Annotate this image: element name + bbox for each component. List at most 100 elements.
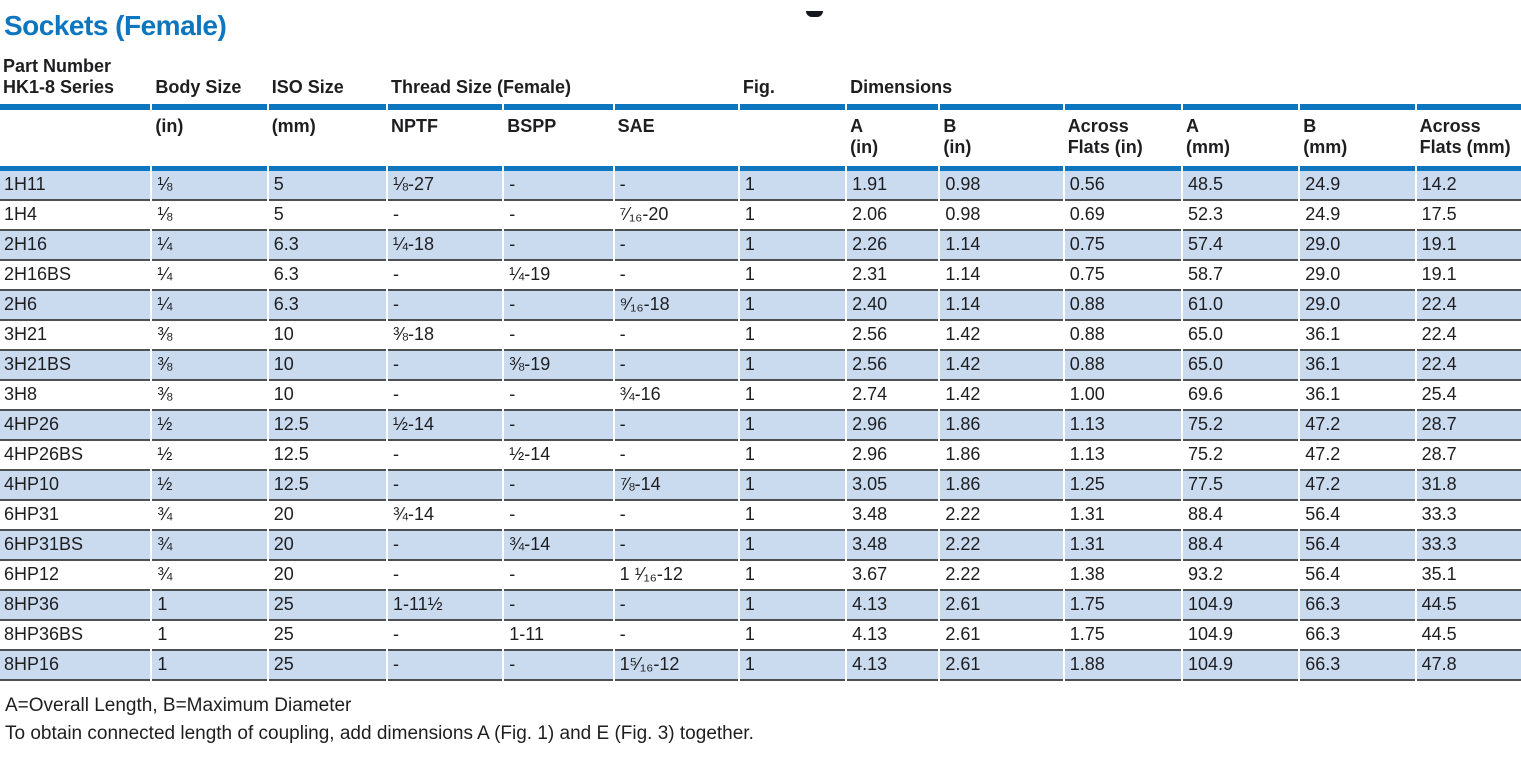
data-cell: 1-11 (504, 621, 613, 651)
data-cell: 56.4 (1300, 501, 1415, 531)
part-number-cell: 3H21BS (0, 351, 151, 381)
data-cell: 1 (739, 201, 846, 231)
data-cell: 3.48 (847, 501, 939, 531)
data-cell: 0.98 (940, 171, 1063, 201)
data-cell: 25 (268, 651, 386, 681)
subheader-sae: SAE (617, 116, 655, 136)
data-cell: 2.22 (940, 561, 1063, 591)
data-cell: 88.4 (1182, 501, 1299, 531)
data-cell: 2.22 (940, 531, 1063, 561)
data-cell: 33.3 (1416, 531, 1521, 561)
data-cell: ¾-16 (614, 381, 738, 411)
data-cell: ½-14 (504, 441, 613, 471)
data-cell: - (614, 441, 738, 471)
data-cell: ½ (152, 441, 267, 471)
data-cell: 75.2 (1182, 441, 1299, 471)
data-cell: - (387, 261, 503, 291)
data-cell: 2.40 (847, 291, 939, 321)
data-cell: 66.3 (1300, 621, 1415, 651)
data-cell: 1 (739, 441, 846, 471)
part-number-cell: 8HP36 (0, 591, 151, 621)
data-cell: ⅛-27 (387, 171, 503, 201)
data-cell: 75.2 (1182, 411, 1299, 441)
data-cell: 2.61 (940, 651, 1063, 681)
data-cell: 2.61 (940, 621, 1063, 651)
data-cell: - (504, 501, 613, 531)
table-row: 8HP36BS 1 25-1-11-1 4.13 2.61 1.75 104.9 66.3 44… (0, 621, 1521, 651)
data-cell: - (504, 231, 613, 261)
data-cell: - (387, 471, 503, 501)
data-cell: 1 (152, 591, 267, 621)
data-cell: 25.4 (1416, 381, 1521, 411)
subheader-b-in: B (in) (943, 116, 972, 157)
data-cell: 1 (739, 381, 846, 411)
data-cell: ¾-14 (387, 501, 503, 531)
data-cell: 1 (739, 231, 846, 261)
data-cell: - (614, 411, 738, 441)
data-cell: 2.56 (847, 351, 939, 381)
data-cell: 35.1 (1416, 561, 1521, 591)
data-cell: - (387, 381, 503, 411)
data-cell: 47.2 (1300, 471, 1415, 501)
header-iso-size: ISO Size (271, 77, 344, 97)
data-cell: 1.14 (940, 261, 1063, 291)
data-cell: - (614, 351, 738, 381)
subheader-across-flats-in: Across Flats (in) (1067, 116, 1143, 157)
header-part-number-line1: Part Number (3, 56, 112, 76)
data-cell: ¼ (152, 261, 267, 291)
part-number-cell: 2H16BS (0, 261, 151, 291)
data-cell: 2.22 (940, 501, 1063, 531)
subheader-fig-empty (740, 110, 845, 166)
subheader-a-in: A (in) (850, 116, 879, 157)
data-cell: 24.9 (1300, 171, 1415, 201)
data-cell: 12.5 (268, 471, 386, 501)
subheader-b-mm: B (mm) (1303, 116, 1348, 157)
data-cell: 58.7 (1182, 261, 1299, 291)
data-cell: ½ (152, 411, 267, 441)
data-cell: 36.1 (1300, 381, 1415, 411)
data-cell: 1.75 (1064, 621, 1181, 651)
data-cell: 6.3 (268, 231, 386, 261)
data-cell: 36.1 (1300, 321, 1415, 351)
data-cell: 1.13 (1064, 441, 1181, 471)
table-row: 4HP26BS ½ 12.5- ½-14-1 2.96 1.86 1.13 75.2 47.2 2… (0, 441, 1521, 471)
data-cell: 1.14 (940, 291, 1063, 321)
data-cell: - (504, 171, 613, 201)
data-cell: 56.4 (1300, 531, 1415, 561)
data-cell: 4.13 (847, 621, 939, 651)
data-cell: 1.31 (1064, 501, 1181, 531)
data-cell: 1 (739, 651, 846, 681)
data-cell: 93.2 (1182, 561, 1299, 591)
data-cell: 2.96 (847, 411, 939, 441)
data-cell: ¾ (152, 501, 267, 531)
part-number-cell: 3H8 (0, 381, 151, 411)
data-cell: 1.13 (1064, 411, 1181, 441)
data-cell: 65.0 (1182, 351, 1299, 381)
data-cell: 104.9 (1182, 621, 1299, 651)
table-row: 2H16 ¼ 6.3 ¼-18- -1 2.26 1.14 0.75 57.4 29.0 19.1 (0, 231, 1521, 261)
table-row: 4HP10 ½ 12.5- - ⅞-14 1 3.05 1.86 1.25 77.5 47.2 31.… (0, 471, 1521, 501)
data-cell: 3.48 (847, 531, 939, 561)
data-cell: 1.38 (1064, 561, 1181, 591)
data-cell: 48.5 (1182, 171, 1299, 201)
data-cell: 77.5 (1182, 471, 1299, 501)
data-cell: 1 (739, 261, 846, 291)
data-cell: 104.9 (1182, 651, 1299, 681)
data-cell: 29.0 (1300, 231, 1415, 261)
data-cell: 0.88 (1064, 321, 1181, 351)
table-row: 6HP31 ¾ 20 ¾-14- -1 3.48 2.22 1.31 88.4 56.4 33.3 (0, 501, 1521, 531)
data-cell: 1.88 (1064, 651, 1181, 681)
data-cell: 1 (739, 321, 846, 351)
data-cell: 6.3 (268, 291, 386, 321)
part-number-cell: 4HP26BS (0, 441, 151, 471)
data-cell: 1.75 (1064, 591, 1181, 621)
data-cell: 88.4 (1182, 531, 1299, 561)
data-cell: 20 (268, 501, 386, 531)
footnote-connected-length: To obtain connected length of coupling, … (5, 723, 754, 744)
table-header-row: Part Number HK1-8 Series Body Size ISO S… (0, 56, 1521, 104)
data-cell: 17.5 (1416, 201, 1521, 231)
part-number-cell: 2H16 (0, 231, 151, 261)
data-cell: 0.56 (1064, 171, 1181, 201)
data-cell: 1-11½ (387, 591, 503, 621)
header-thread-size: Thread Size (Female) (390, 77, 572, 97)
